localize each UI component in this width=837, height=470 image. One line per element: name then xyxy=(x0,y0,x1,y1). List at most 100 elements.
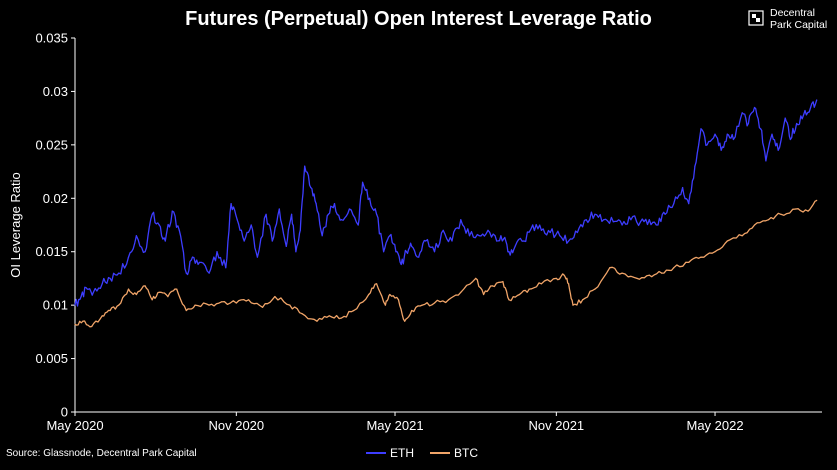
data-point-eth xyxy=(559,235,561,237)
data-point-btc xyxy=(208,304,210,306)
data-point-eth xyxy=(127,256,130,258)
data-point-btc xyxy=(491,285,493,287)
data-point-eth xyxy=(478,235,480,237)
data-point-eth xyxy=(682,187,684,189)
data-point-eth xyxy=(340,219,343,221)
data-point-btc xyxy=(167,296,169,298)
data-point-eth xyxy=(720,149,722,151)
data-point-eth xyxy=(532,224,534,226)
data-point-btc xyxy=(368,293,370,296)
data-point-eth xyxy=(236,219,238,221)
data-point-eth xyxy=(760,128,762,130)
data-point-btc xyxy=(384,304,386,306)
data-point-btc xyxy=(555,277,557,279)
data-point-btc xyxy=(714,251,716,253)
data-point-eth xyxy=(810,106,812,109)
data-point-btc xyxy=(475,277,477,279)
data-point-btc xyxy=(411,309,413,312)
data-point-btc xyxy=(301,313,303,315)
legend-label-eth: ETH xyxy=(390,446,414,460)
data-point-eth xyxy=(789,138,792,141)
data-point-btc xyxy=(158,291,160,293)
data-point-btc xyxy=(726,240,728,242)
data-point-eth xyxy=(357,224,359,226)
data-point-btc xyxy=(621,272,623,274)
y-tick-label: 0.025 xyxy=(35,137,68,152)
data-point-eth xyxy=(700,128,702,130)
brand: Decentral Park Capital xyxy=(748,6,833,36)
data-point-eth xyxy=(208,272,210,274)
data-point-eth xyxy=(621,224,623,226)
data-point-eth xyxy=(230,203,232,205)
y-axis-label: OI Leverage Ratio xyxy=(8,172,23,278)
data-point-eth xyxy=(310,187,312,189)
data-point-btc xyxy=(528,288,530,290)
data-point-eth xyxy=(362,181,364,183)
data-point-eth xyxy=(657,224,659,226)
data-point-btc xyxy=(609,267,611,269)
data-point-eth xyxy=(771,133,773,135)
data-point-btc xyxy=(741,235,743,237)
data-point-eth xyxy=(80,296,82,298)
data-point-eth xyxy=(468,235,471,237)
data-point-eth xyxy=(487,229,489,231)
data-point-eth xyxy=(191,256,194,258)
data-point-btc xyxy=(220,301,222,303)
data-point-btc xyxy=(767,219,770,221)
data-point-eth xyxy=(576,231,579,234)
data-point-eth xyxy=(673,203,675,205)
data-point-btc xyxy=(572,304,574,306)
data-point-eth xyxy=(503,238,505,240)
data-point-eth xyxy=(383,251,385,253)
data-point-eth xyxy=(753,106,756,109)
legend-item-eth: ETH xyxy=(366,446,414,460)
data-point-eth xyxy=(777,149,779,151)
data-point-eth xyxy=(225,267,227,269)
data-point-eth xyxy=(265,213,267,215)
data-point-eth xyxy=(135,235,137,237)
y-tick-label: 0.005 xyxy=(35,351,68,366)
data-point-eth xyxy=(171,210,173,212)
data-point-btc xyxy=(568,283,570,285)
data-point-eth xyxy=(425,240,427,242)
data-point-btc xyxy=(340,317,343,319)
data-point-btc xyxy=(74,323,76,325)
series-line-btc xyxy=(74,199,818,328)
data-point-btc xyxy=(274,296,276,298)
data-point-eth xyxy=(185,272,187,274)
data-point-eth xyxy=(333,203,336,205)
data-point-btc xyxy=(91,325,93,328)
y-tick-label: 0.03 xyxy=(43,84,68,99)
data-point-eth xyxy=(299,229,301,231)
x-tick-label: May 2020 xyxy=(46,418,103,433)
y-tick-label: 0.015 xyxy=(35,244,68,259)
data-point-eth xyxy=(514,245,516,247)
data-point-eth xyxy=(92,291,94,293)
data-point-eth xyxy=(86,288,88,290)
chart-title: Futures (Perpetual) Open Interest Levera… xyxy=(185,8,652,30)
data-point-eth xyxy=(109,277,111,279)
data-point-eth xyxy=(101,283,103,285)
data-point-btc xyxy=(582,299,584,301)
axes: 0 0.005 0.01 0.015 0.02 0.025 0.03 0.035 May 202… xyxy=(8,31,822,433)
data-point-eth xyxy=(726,133,728,135)
series-line-eth xyxy=(74,99,818,307)
data-point-eth xyxy=(784,117,786,119)
data-point-eth xyxy=(796,122,798,125)
data-point-eth xyxy=(741,112,743,114)
data-point-btc xyxy=(421,304,423,306)
data-point-btc xyxy=(389,293,391,296)
data-point-btc xyxy=(235,302,237,304)
data-point-btc xyxy=(404,320,406,322)
data-point-eth xyxy=(688,203,690,205)
data-point-btc xyxy=(353,309,355,312)
x-tick-label: May 2021 xyxy=(366,418,423,433)
x-tick-label: Nov 2021 xyxy=(529,418,585,433)
data-point-btc xyxy=(502,281,504,283)
legend-item-btc: BTC xyxy=(430,446,478,460)
data-point-eth xyxy=(256,256,258,258)
data-point-btc xyxy=(540,283,543,285)
data-point-eth xyxy=(278,208,280,210)
data-point-eth xyxy=(348,208,350,210)
legend-swatch-btc xyxy=(430,452,450,454)
